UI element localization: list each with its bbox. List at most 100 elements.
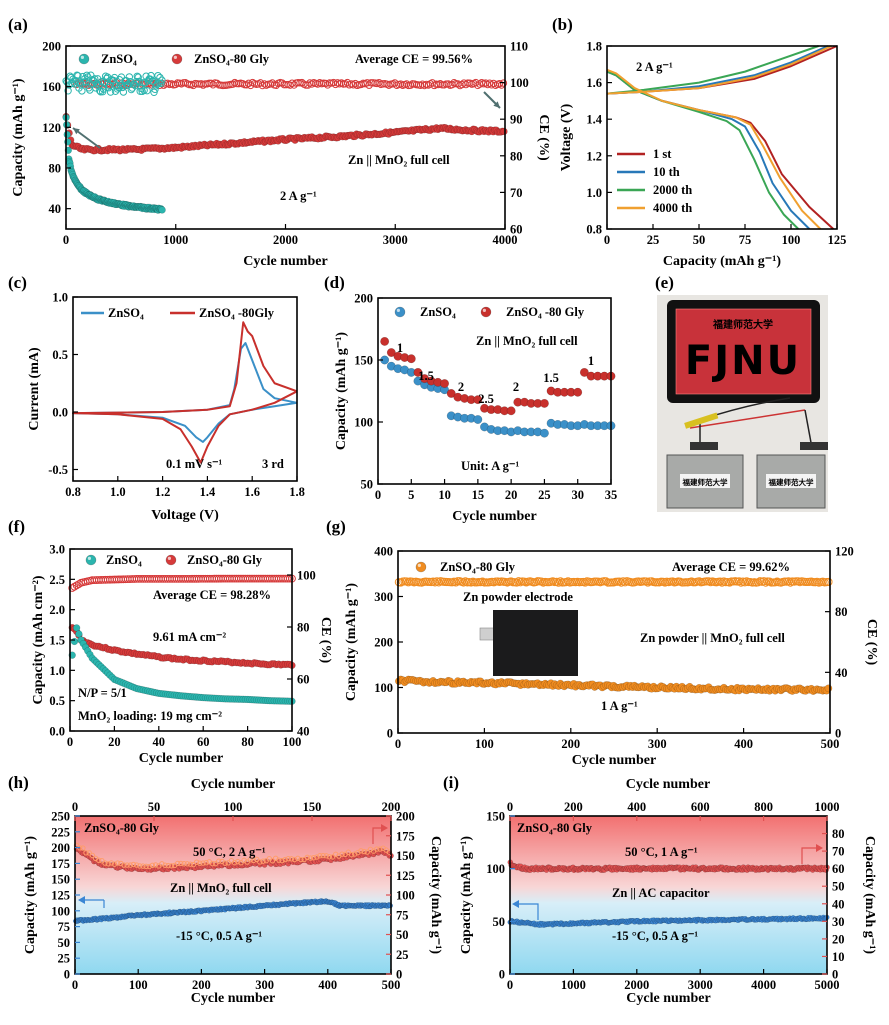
- legend-label: 2000 th: [653, 183, 692, 197]
- ce-point-znso4: [106, 88, 115, 96]
- y2-tick-label: 100: [396, 889, 415, 903]
- y-tick-label: 40: [49, 202, 62, 216]
- y2-tick-label: 200: [396, 810, 415, 824]
- y2-tick-label: 80: [835, 605, 848, 619]
- x-axis-label: Cycle number: [139, 751, 223, 766]
- ce-point: [514, 577, 523, 586]
- annotation-current: 2 A g⁻¹: [280, 189, 317, 203]
- annotation-np: N/P = 5/1: [78, 686, 127, 700]
- x-tick-label: 300: [255, 978, 274, 992]
- y-tick-label: 75: [58, 920, 71, 934]
- y2-tick-label: 40: [297, 725, 310, 739]
- y-tick-label: 0: [499, 968, 505, 982]
- y-tick-label: 1.0: [52, 291, 68, 305]
- ce-point-gly: [462, 80, 470, 89]
- rate-point: [473, 415, 483, 424]
- ce-point-znso4: [153, 80, 161, 89]
- ce-point-znso4: [154, 71, 162, 80]
- ce-point-gly: [351, 79, 360, 88]
- panel-label: (b): [552, 15, 573, 34]
- rate-point: [539, 428, 549, 438]
- y2-tick-label: 70: [832, 845, 845, 859]
- y2-tick-label: 40: [832, 897, 845, 911]
- y2-tick-label: 80: [510, 149, 523, 163]
- y-tick-label: 25: [58, 952, 71, 966]
- y-tick-label: 50: [361, 478, 374, 492]
- x-tick-label: 100: [475, 737, 494, 751]
- x-tick-label: 50: [693, 233, 706, 247]
- legend-label-gly: ZnSO₄-80 Gly: [194, 52, 270, 66]
- legend-marker-highlight: [482, 308, 486, 312]
- rate-label: 1.5: [543, 371, 559, 385]
- y-tick-label: 0.0: [52, 406, 68, 420]
- rate-point: [386, 348, 396, 358]
- y2-axis-label: CE (%): [318, 617, 333, 664]
- annotation-current: 1 A g⁻¹: [601, 699, 638, 713]
- panel-f: (f) 0 20 40 60 80 100 0.0 0.5 1.0 1.5 2.0 2.5 3.0 40 60…: [8, 517, 333, 766]
- ce-point-znso4: [133, 72, 141, 80]
- annotation-cold: -15 °C, 0.5 A g⁻¹: [612, 929, 698, 943]
- rate-point: [573, 387, 583, 397]
- y2-tick-label: 90: [510, 113, 523, 127]
- x-tick-label: 20: [505, 488, 518, 502]
- legend-label: 4000 th: [653, 201, 692, 215]
- annotation-average-ce: Average CE = 98.28%: [153, 588, 271, 602]
- y-axis-label: Capacity (mAh g⁻¹): [11, 78, 26, 196]
- capacity-point-znso4: [63, 130, 71, 139]
- panel-h: (h)0 100 200 300 400 5000 50 100 150 200025507510…: [8, 773, 443, 1006]
- panel-label: (e): [655, 273, 674, 292]
- x-tick-label: 125: [828, 233, 847, 247]
- x-tick-label: 1000: [561, 978, 586, 992]
- x2-tick-label: 800: [754, 800, 773, 814]
- rate-label: 1: [397, 341, 403, 355]
- x-tick-label: 0.8: [65, 485, 81, 499]
- y2-tick-label: 100: [297, 569, 316, 583]
- panel-label: (d): [324, 273, 345, 292]
- legend-label: ZnSO₄: [106, 553, 142, 567]
- y-tick-label: 200: [374, 636, 393, 650]
- annotation-loading: MnO₂ loading: 19 mg cm⁻²: [78, 709, 222, 723]
- legend-marker: [480, 306, 492, 318]
- y-tick-label: 2.5: [49, 573, 65, 587]
- ce-point-znso4: [151, 85, 159, 94]
- x2-tick-label: 200: [564, 800, 583, 814]
- rate-point: [506, 406, 516, 416]
- x-tick-label: 0: [72, 978, 78, 992]
- panel-b: (b) 0 25 50 75 100 125 0.8 1.0 1.2 1.4 1.6 1.8 Capaci…: [552, 15, 846, 269]
- ce-point: [759, 577, 768, 586]
- legend-marker-highlight: [173, 55, 177, 60]
- rate-point: [539, 398, 549, 408]
- ce-point-znso4: [103, 73, 112, 81]
- x-tick-label: 300: [648, 737, 667, 751]
- ce-point-znso4: [116, 81, 125, 89]
- y2-axis-label: Capacity (mAh g⁻¹): [862, 836, 877, 954]
- x-tick-label: 4000: [493, 233, 518, 247]
- y-tick-label: 1.0: [586, 186, 602, 200]
- arrow-capacity-axis-head: [73, 128, 80, 135]
- ce-point: [68, 584, 77, 592]
- y-axis-label: Voltage (V): [559, 103, 574, 171]
- cv-curve: [72, 321, 298, 464]
- x2-tick-label: 0: [72, 800, 78, 814]
- y-tick-label: -0.5: [48, 463, 68, 477]
- x2-tick-label: 600: [691, 800, 710, 814]
- y2-tick-label: 60: [510, 223, 523, 237]
- y2-tick-label: 120: [835, 545, 854, 559]
- axes-frame: [606, 45, 838, 230]
- ce-point-gly: [495, 80, 504, 88]
- rate-point: [446, 389, 456, 398]
- legend-marker-gly: [171, 53, 183, 65]
- discharge-curve: [606, 70, 811, 230]
- panel-g: (g)0 100 200 300 400 500010020030040004080120…: [326, 517, 879, 768]
- x-tick-label: 25: [538, 488, 551, 502]
- x2-tick-label: 1000: [815, 800, 840, 814]
- panel-a: (a) 0 1000 2000 3000 4000 40 80 120 160 200 60 70 80 9…: [8, 15, 551, 269]
- y-tick-label: 1.5: [49, 634, 65, 648]
- y-tick-label: 100: [51, 904, 70, 918]
- annotation-cell: Zn || AC capacitor: [612, 886, 710, 900]
- ce-point: [74, 580, 83, 588]
- legend-marker: [415, 561, 427, 573]
- x-tick-label: 1.0: [110, 485, 126, 499]
- ce-point-znso4: [72, 76, 80, 85]
- discharge-curve: [606, 70, 800, 230]
